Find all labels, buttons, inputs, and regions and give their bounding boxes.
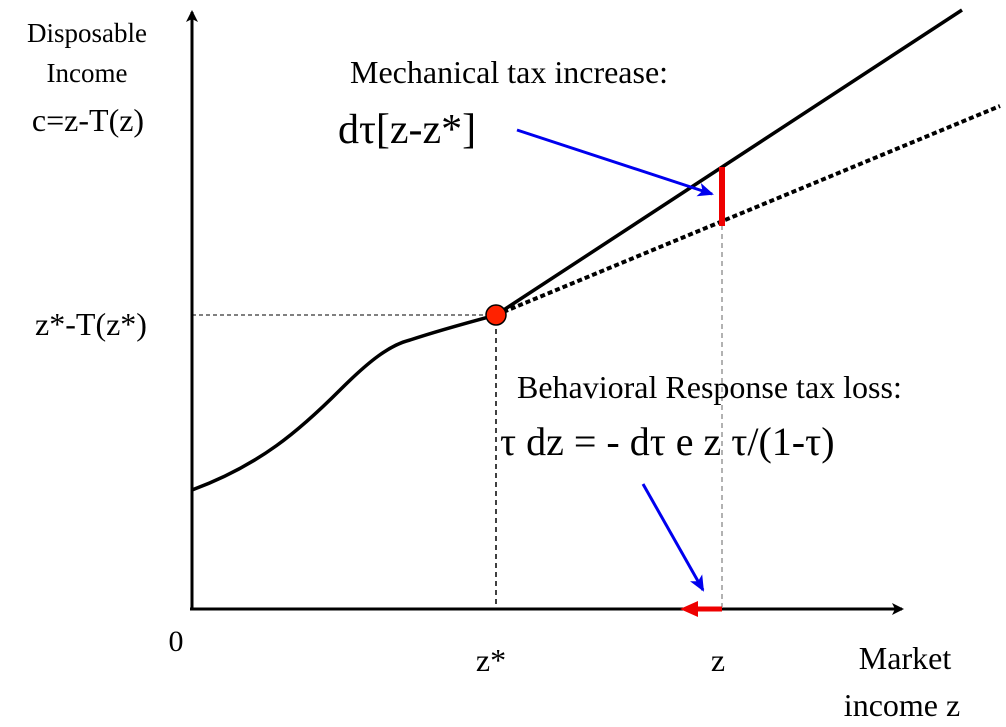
- y-axis-label-line1: Disposable: [27, 18, 147, 48]
- origin-label: 0: [169, 625, 184, 658]
- y-tick-kink-label: z*-T(z*): [35, 306, 147, 342]
- y-axis-label-line3: c=z-T(z): [32, 102, 144, 138]
- x-tick-z-label: z: [711, 642, 725, 678]
- behavioral-formula: τ dz = - dτ e z τ/(1-τ): [500, 419, 835, 464]
- old-budget-line-dotted: [495, 104, 1001, 317]
- mechanical-formula: dτ[z-z*]: [338, 107, 476, 153]
- mechanical-title: Mechanical tax increase:: [350, 54, 668, 90]
- behavioral-pointer-arrow: [641, 483, 705, 592]
- mechanical-pointer-arrow: [516, 128, 714, 197]
- kink-point: [485, 304, 507, 326]
- new-budget-line: [495, 8, 963, 317]
- x-axis-label-line2: income z: [844, 687, 960, 723]
- x-tick-zstar-label: z*: [476, 642, 506, 678]
- y-axis-label-line2: Income: [47, 58, 128, 88]
- budget-curve: [191, 313, 497, 492]
- behavioral-title: Behavioral Response tax loss:: [517, 369, 902, 405]
- x-axis-label-line1: Market: [859, 640, 952, 676]
